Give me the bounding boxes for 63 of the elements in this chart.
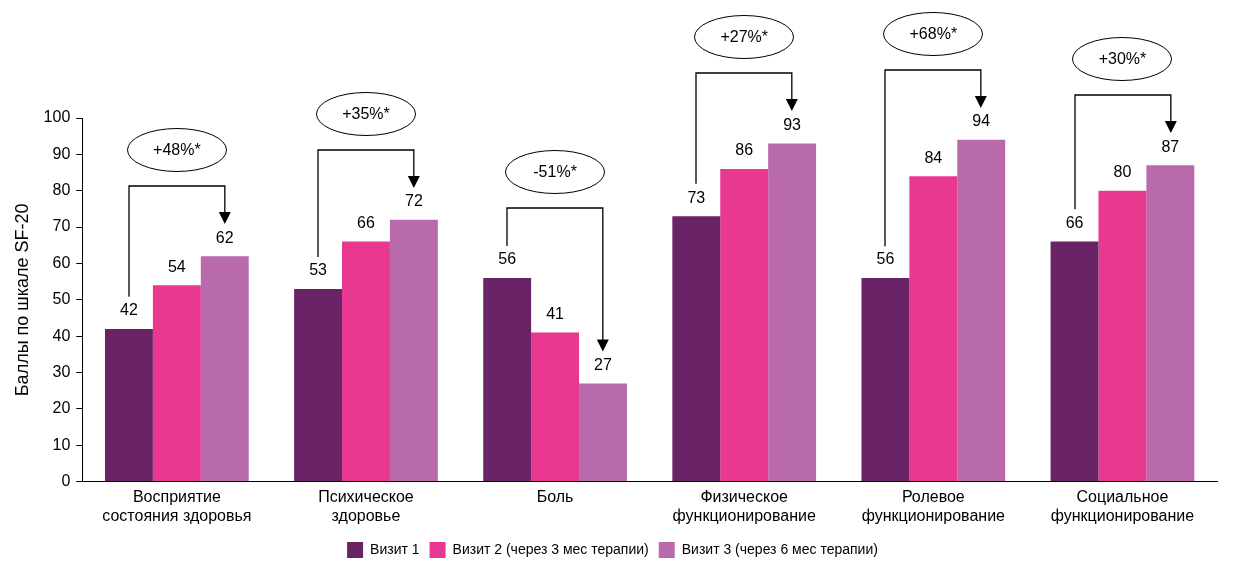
y-tick-label: 60 bbox=[52, 253, 71, 271]
y-axis-title: Баллы по шкале SF-20 bbox=[11, 203, 32, 397]
y-tick-label: 70 bbox=[52, 217, 71, 235]
y-tick-label: 10 bbox=[52, 435, 71, 453]
data-label: 66 bbox=[1065, 214, 1084, 232]
y-tick-label: 80 bbox=[52, 181, 71, 199]
legend-label: Визит 1 bbox=[370, 540, 420, 557]
data-label: 56 bbox=[498, 250, 517, 268]
bar bbox=[1146, 165, 1195, 482]
bar bbox=[1050, 241, 1099, 482]
data-label: 87 bbox=[1161, 137, 1180, 155]
bar bbox=[200, 256, 249, 482]
x-tick-label: Социальное функционирование bbox=[1050, 487, 1195, 524]
y-tick-label: 20 bbox=[52, 399, 71, 417]
data-label: 72 bbox=[404, 192, 423, 210]
legend-label: Визит 2 (через 3 мес терапии) bbox=[452, 540, 649, 557]
bar bbox=[483, 277, 532, 482]
bar bbox=[672, 216, 721, 482]
text: +27%* bbox=[720, 28, 768, 47]
bar bbox=[294, 288, 343, 482]
data-label: 66 bbox=[357, 214, 375, 232]
data-label: 54 bbox=[167, 257, 186, 275]
x-tick-label: Ролевое функционирование bbox=[861, 487, 1006, 524]
annotation: +35%* bbox=[342, 104, 390, 123]
bar bbox=[957, 139, 1006, 482]
bar bbox=[1098, 190, 1147, 482]
data-label: 80 bbox=[1113, 163, 1132, 181]
x-tick-label: Физическое функционирование bbox=[672, 487, 816, 524]
data-label: 94 bbox=[972, 112, 991, 130]
bar bbox=[909, 176, 958, 482]
x-tick-label: Восприятие состояния здоровья bbox=[102, 487, 252, 524]
data-label: 56 bbox=[876, 250, 895, 268]
bar bbox=[720, 168, 769, 482]
bar bbox=[342, 241, 390, 482]
annotation: -51%* bbox=[533, 162, 577, 181]
bar bbox=[152, 285, 201, 482]
data-label: 42 bbox=[120, 301, 138, 319]
data-label: 84 bbox=[924, 148, 943, 166]
x-tick-label: Психическое здоровье bbox=[318, 487, 414, 524]
bar bbox=[389, 219, 438, 482]
legend-label: Визит 3 (через 6 мес терапии) bbox=[681, 540, 878, 557]
text: +30%* bbox=[1098, 50, 1147, 69]
bar bbox=[104, 328, 153, 482]
data-label: 73 bbox=[687, 188, 706, 206]
data-label: 41 bbox=[546, 304, 565, 322]
y-tick-label: 100 bbox=[43, 108, 71, 126]
data-label: 27 bbox=[594, 355, 612, 373]
data-label: 53 bbox=[309, 261, 328, 279]
data-label: 93 bbox=[783, 115, 802, 133]
text: +68%* bbox=[909, 24, 958, 43]
x-tick-label: Боль bbox=[536, 487, 574, 505]
bar bbox=[861, 277, 910, 482]
annotation: +48%* bbox=[153, 141, 201, 160]
y-tick-label: 0 bbox=[61, 472, 71, 490]
data-label: 86 bbox=[735, 141, 754, 159]
bar bbox=[531, 332, 580, 482]
data-label: 62 bbox=[215, 228, 234, 246]
y-tick-label: 50 bbox=[52, 290, 71, 308]
y-tick-label: 90 bbox=[52, 144, 71, 162]
bar bbox=[579, 383, 627, 482]
bar bbox=[768, 143, 817, 482]
y-tick-label: 40 bbox=[52, 326, 71, 344]
y-tick-label: 30 bbox=[52, 362, 71, 380]
